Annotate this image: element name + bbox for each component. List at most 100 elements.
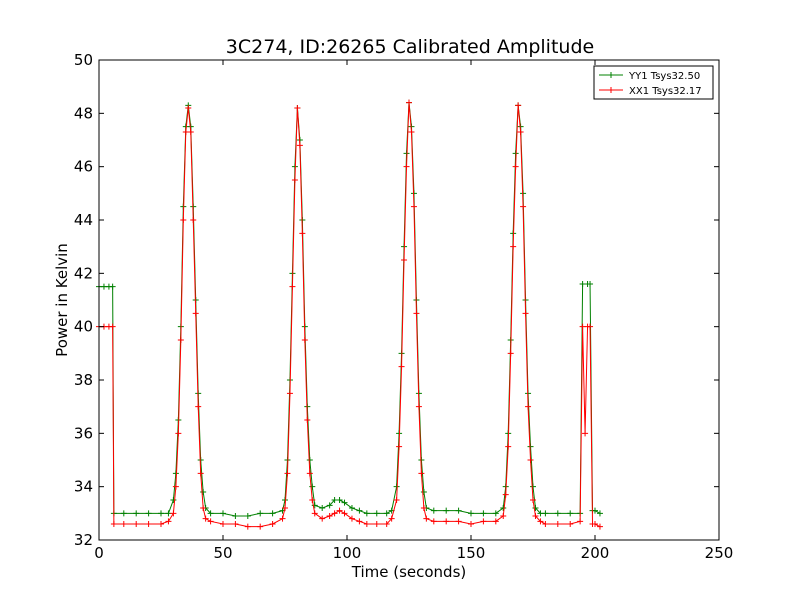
- data-point: [492, 518, 499, 525]
- data-point: [336, 497, 343, 503]
- data-point: [443, 518, 450, 525]
- y-tick-label: 40: [74, 318, 93, 336]
- data-point: [311, 502, 318, 509]
- data-point: [577, 518, 584, 525]
- data-point: [301, 337, 308, 343]
- legend: YY1 Tsys32.50 XX1 Tsys32.17: [593, 65, 714, 100]
- data-point: [348, 515, 355, 522]
- legend-label: YY1 Tsys32.50: [628, 71, 700, 82]
- data-point: [306, 457, 313, 463]
- data-point: [567, 521, 574, 527]
- data-point: [480, 518, 487, 525]
- x-tick-label: 150: [457, 544, 486, 562]
- data-point: [200, 489, 207, 495]
- y-tick-label: 44: [74, 211, 93, 229]
- legend-marker: [608, 87, 614, 93]
- data-point: [158, 510, 164, 517]
- data-point: [363, 521, 370, 527]
- data-point: [420, 489, 427, 495]
- data-point: [220, 521, 226, 527]
- data-point: [393, 497, 400, 503]
- data-point: [515, 102, 522, 109]
- data-point: [133, 521, 140, 527]
- y-tick-label: 50: [74, 51, 93, 69]
- series-0: [96, 99, 603, 519]
- data-point: [299, 230, 306, 237]
- data-point: [200, 505, 207, 511]
- data-point: [109, 283, 116, 290]
- data-point: [109, 323, 116, 330]
- data-point: [532, 505, 539, 511]
- data-point: [383, 510, 390, 517]
- y-tick-label: 42: [74, 264, 93, 282]
- data-point: [145, 510, 152, 517]
- data-point: [410, 203, 417, 210]
- data-point: [180, 217, 187, 223]
- data-point: [257, 510, 264, 517]
- plot-frame: [98, 59, 720, 541]
- legend-entry: XX1 Tsys32.17: [599, 86, 702, 97]
- data-point: [430, 507, 437, 514]
- data-point: [413, 310, 420, 317]
- data-point: [401, 257, 408, 263]
- data-point: [145, 521, 152, 527]
- data-point: [587, 323, 594, 330]
- data-point: [311, 510, 318, 517]
- data-point: [244, 513, 251, 519]
- data-point: [294, 105, 301, 111]
- data-point: [341, 510, 348, 517]
- data-point: [279, 515, 286, 522]
- data-point: [542, 521, 549, 527]
- plot-area: [96, 99, 603, 530]
- data-point: [567, 510, 574, 517]
- data-point: [500, 513, 507, 519]
- legend-marker: [608, 72, 614, 78]
- x-tick-label: 250: [705, 544, 734, 562]
- data-point: [596, 510, 603, 517]
- data-point: [133, 510, 140, 517]
- data-point: [177, 337, 184, 343]
- data-point: [388, 515, 395, 522]
- series-line: [99, 102, 601, 517]
- data-point: [582, 430, 589, 437]
- data-point: [220, 510, 226, 517]
- data-point: [195, 403, 202, 410]
- data-point: [120, 510, 127, 517]
- data-point: [418, 470, 425, 477]
- data-point: [309, 497, 316, 503]
- y-tick-label: 48: [74, 104, 93, 122]
- x-axis-label: Time (seconds): [351, 563, 467, 581]
- data-point: [396, 443, 403, 450]
- axis-ticks: 0 50 100 150 200 250 32 34 36 38 40 42 44 46 48 50: [74, 51, 733, 562]
- data-point: [207, 518, 214, 525]
- data-point: [202, 515, 209, 522]
- data-point: [291, 177, 298, 183]
- data-point: [415, 403, 422, 410]
- data-point: [527, 443, 534, 450]
- data-point: [537, 518, 544, 525]
- data-point: [530, 483, 536, 490]
- data-point: [170, 510, 177, 517]
- data-point: [304, 417, 311, 423]
- y-tick-label: 32: [74, 531, 93, 549]
- data-point: [363, 510, 370, 517]
- legend-label: XX1 Tsys32.17: [629, 86, 702, 97]
- data-point: [510, 243, 517, 250]
- data-point: [170, 497, 177, 503]
- data-point: [505, 443, 512, 450]
- data-point: [522, 310, 529, 317]
- data-point: [207, 510, 214, 517]
- data-point: [542, 510, 549, 517]
- y-axis-label: Power in Kelvin: [53, 243, 71, 357]
- data-point: [408, 129, 415, 135]
- data-point: [525, 403, 532, 410]
- data-point: [554, 521, 561, 527]
- legend-box: [593, 65, 714, 100]
- data-point: [507, 350, 514, 357]
- data-point: [319, 505, 326, 511]
- data-point: [326, 513, 333, 519]
- data-point: [306, 470, 313, 477]
- data-point: [331, 510, 338, 517]
- series-1: [96, 99, 603, 530]
- data-point: [596, 523, 603, 530]
